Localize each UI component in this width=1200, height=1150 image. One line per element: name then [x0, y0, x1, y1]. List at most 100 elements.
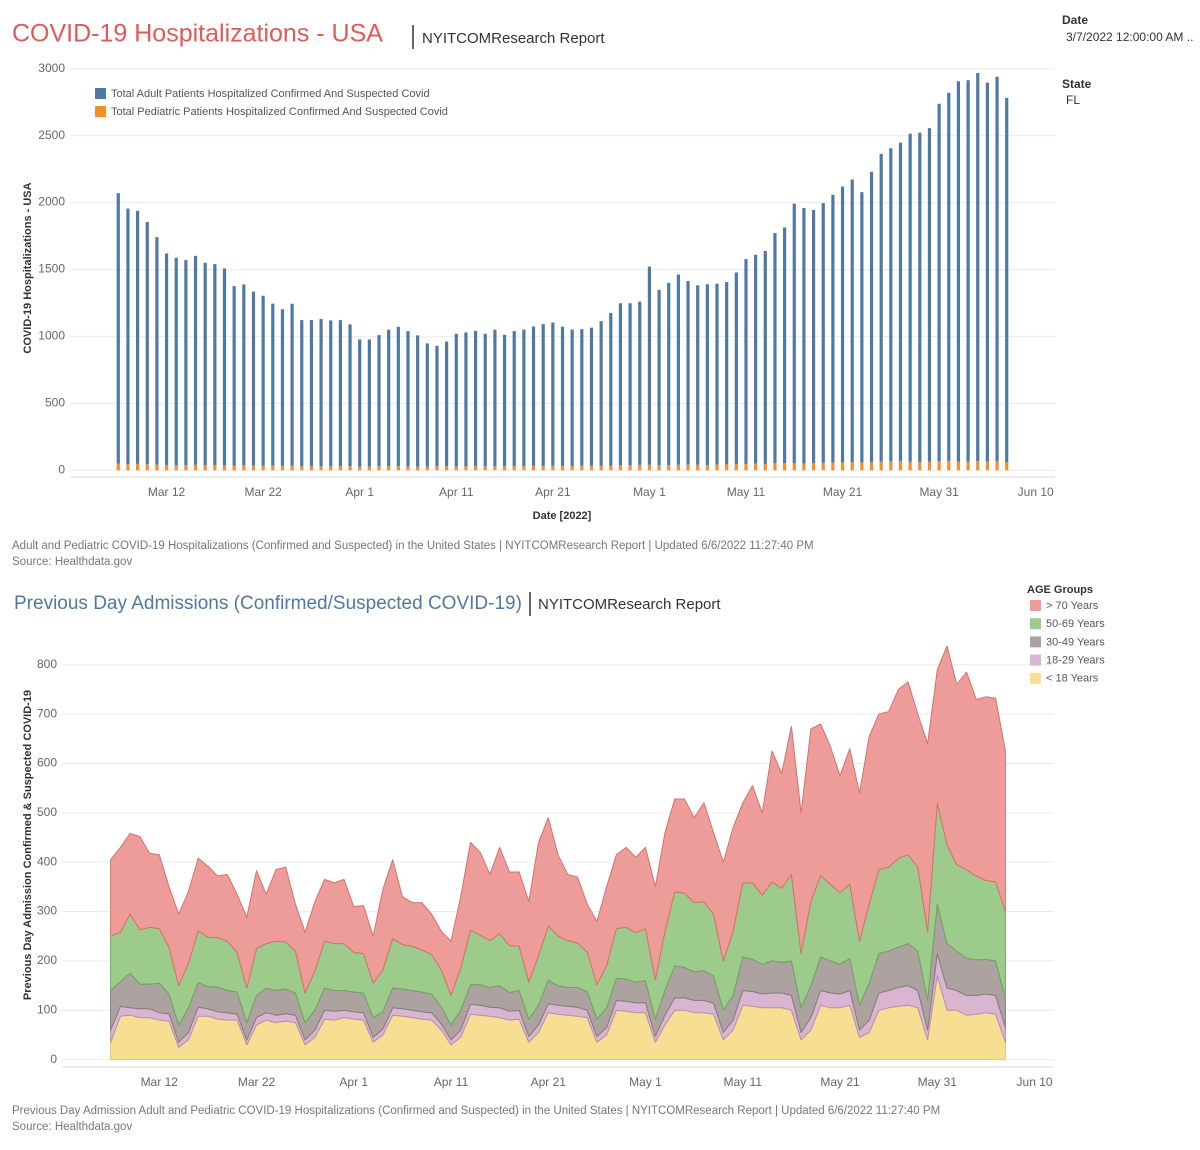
bar [164, 464, 169, 471]
bar [609, 465, 613, 471]
bar [387, 329, 391, 467]
bar [435, 345, 439, 467]
bar [193, 255, 198, 465]
bar [445, 466, 449, 471]
x-tick-label: May 31 [919, 485, 959, 499]
legend-label: 18-29 Years [1046, 655, 1105, 667]
bar [155, 464, 159, 471]
bar [927, 461, 932, 471]
x-tick-label: Mar 22 [244, 485, 282, 499]
bar [184, 260, 188, 465]
bar [560, 326, 565, 466]
bar [193, 464, 198, 471]
bar [435, 466, 439, 471]
legend-label: 50-69 Years [1046, 618, 1105, 630]
bar [657, 465, 661, 471]
y-tick-label: 200 [37, 953, 57, 967]
bar [696, 464, 700, 471]
bar [879, 153, 883, 462]
bar [473, 330, 478, 467]
bar [657, 289, 661, 466]
x-tick-label: May 21 [820, 1075, 860, 1089]
bar [522, 329, 526, 467]
bar [280, 309, 285, 466]
plot-area [62, 645, 1054, 1068]
x-axis-label: Date [2022] [533, 510, 592, 522]
bar [773, 233, 777, 464]
bar [338, 320, 342, 467]
bar [754, 463, 758, 471]
bar [232, 465, 236, 471]
legend-swatch [1030, 600, 1041, 611]
bar [773, 463, 777, 471]
bar [976, 72, 980, 462]
bar [309, 466, 314, 471]
bar [609, 312, 613, 466]
bar [232, 286, 236, 466]
bar [908, 461, 912, 471]
bar [541, 466, 545, 471]
bar [155, 237, 159, 465]
legend-swatch [95, 88, 106, 99]
bar [840, 462, 845, 471]
plot-area [70, 68, 1055, 478]
bar [531, 326, 536, 466]
bar [792, 203, 796, 464]
bar [271, 465, 275, 471]
bar [531, 465, 536, 471]
bar [348, 466, 352, 471]
bar [358, 339, 362, 467]
bar [995, 460, 999, 471]
bar [203, 464, 207, 471]
x-tick-label: Mar 22 [238, 1075, 276, 1089]
bar [889, 461, 893, 471]
bar [705, 464, 709, 471]
bar [512, 331, 516, 467]
bar [416, 466, 420, 471]
bar [560, 465, 565, 471]
filter-value[interactable]: FL [1066, 93, 1080, 107]
filter-value[interactable]: 3/7/2022 12:00:00 AM .. [1066, 30, 1193, 44]
bar [213, 464, 217, 471]
bar [927, 128, 932, 462]
y-tick-label: 2000 [38, 195, 65, 209]
bar [126, 208, 130, 465]
bar [898, 142, 903, 462]
bar [802, 207, 806, 464]
bar [213, 264, 217, 465]
bar [860, 462, 864, 471]
bar [676, 464, 680, 471]
y-tick-label: 300 [37, 904, 57, 918]
legend-label: Total Adult Patients Hospitalized Confir… [111, 88, 430, 100]
bar [821, 462, 825, 471]
bar [502, 466, 507, 471]
bar [850, 462, 854, 471]
source: Source: Healthdata.gov [12, 1121, 132, 1133]
bar [261, 295, 265, 466]
bar [135, 210, 140, 464]
bar [860, 192, 864, 463]
bar [396, 326, 400, 467]
bar [966, 461, 970, 471]
legend-label: < 18 Years [1046, 673, 1099, 685]
bar [908, 133, 912, 462]
y-tick-label: 100 [37, 1002, 57, 1016]
bar [396, 466, 400, 471]
bar [956, 81, 961, 462]
bar [783, 227, 787, 464]
bar [425, 343, 429, 467]
legend-swatch [1030, 636, 1041, 648]
bar [174, 257, 178, 466]
bar [493, 329, 497, 467]
bar [251, 465, 256, 471]
bar [744, 259, 748, 464]
bar [290, 303, 294, 466]
bar [251, 291, 256, 466]
bar [628, 465, 632, 471]
chart-subtitle: NYITCOMResearch Report [422, 30, 605, 47]
bar [464, 466, 468, 471]
bar [966, 80, 970, 462]
bar [338, 466, 342, 471]
bar [696, 285, 700, 465]
